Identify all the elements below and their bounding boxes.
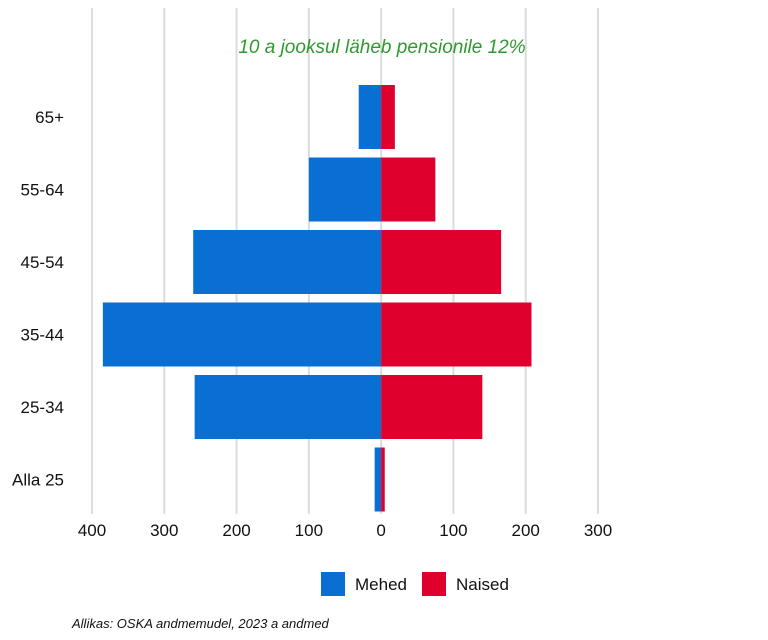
bar-mehed-65-: [358, 85, 382, 149]
x-tick-label: 300: [584, 521, 612, 540]
x-axis-tick-labels: 400 300 200 100 0 100 200 300: [78, 521, 612, 540]
category-label: 65+: [35, 108, 64, 127]
category-label: 25-34: [21, 398, 64, 417]
legend-label-naised: Naised: [456, 575, 509, 594]
bar-naised-55-64: [381, 157, 436, 222]
chart-subtitle: 10 a jooksul läheb pensionile 12%: [238, 37, 525, 58]
category-label: 55-64: [21, 181, 64, 200]
bar-mehed-alla-25: [374, 447, 382, 512]
bars: [102, 85, 532, 512]
x-tick-label: 0: [376, 521, 385, 540]
category-label: 35-44: [21, 326, 64, 345]
x-tick-label: 300: [150, 521, 178, 540]
x-tick-label: 200: [222, 521, 250, 540]
x-tick-label: 100: [439, 521, 467, 540]
bar-mehed-55-64: [308, 157, 382, 222]
legend: Mehed Naised: [321, 572, 509, 596]
x-tick-label: 200: [512, 521, 540, 540]
legend-swatch-naised: [422, 572, 446, 596]
x-tick-label: 100: [295, 521, 323, 540]
legend-label-mehed: Mehed: [355, 575, 407, 594]
bar-mehed-35-44: [102, 302, 382, 367]
bar-mehed-25-34: [194, 375, 382, 439]
bar-naised-65-: [381, 85, 395, 149]
category-labels: 65+ 55-64 45-54 35-44 25-34 Alla 25: [12, 108, 64, 490]
bar-naised-25-34: [381, 375, 483, 439]
legend-swatch-mehed: [321, 572, 345, 596]
x-tick-label: 400: [78, 521, 106, 540]
category-label: Alla 25: [12, 471, 64, 490]
bar-naised-alla-25: [381, 447, 385, 512]
bar-naised-45-54: [381, 230, 502, 294]
source-note: Allikas: OSKA andmemudel, 2023 a andmed: [71, 616, 330, 631]
category-label: 45-54: [21, 253, 64, 272]
bar-mehed-45-54: [193, 230, 382, 294]
bar-naised-35-44: [381, 302, 532, 367]
